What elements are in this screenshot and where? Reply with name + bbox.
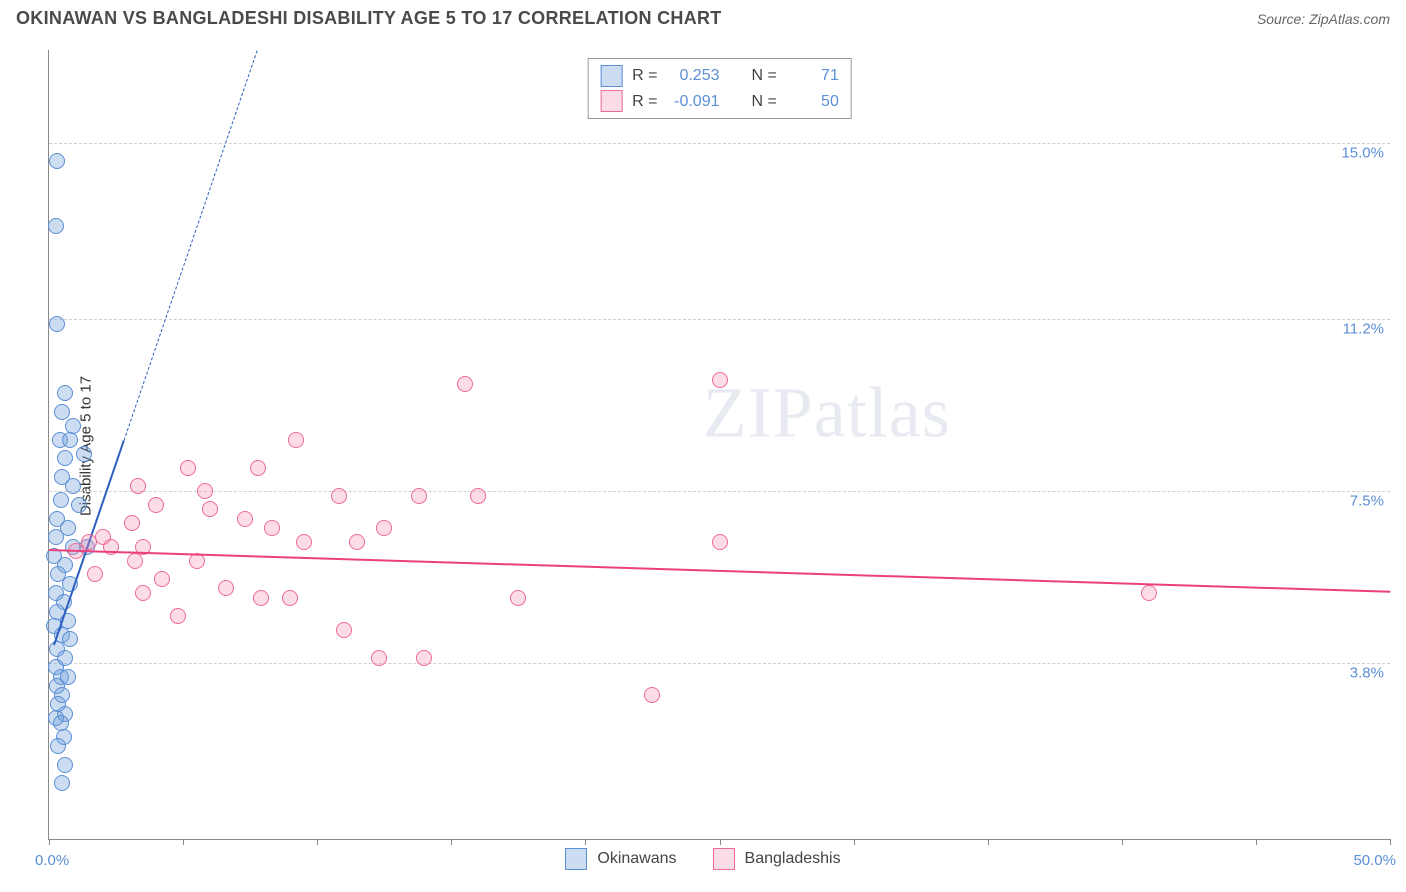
scatter-point-okinawans <box>62 631 78 647</box>
scatter-point-okinawans <box>48 529 64 545</box>
gridline <box>49 143 1390 144</box>
scatter-point-bangladeshis <box>376 520 392 536</box>
scatter-point-bangladeshis <box>336 622 352 638</box>
scatter-point-okinawans <box>54 775 70 791</box>
x-tick <box>720 839 721 845</box>
x-tick <box>1122 839 1123 845</box>
legend-swatch-okinawans <box>565 848 587 870</box>
chart-title: OKINAWAN VS BANGLADESHI DISABILITY AGE 5… <box>16 8 722 29</box>
legend-label: Okinawans <box>597 850 676 868</box>
scatter-point-okinawans <box>71 497 87 513</box>
scatter-point-bangladeshis <box>124 515 140 531</box>
x-tick <box>854 839 855 845</box>
stats-row-okinawans: R =0.253N =71 <box>600 63 839 89</box>
trend-line-bangladeshis <box>49 549 1390 593</box>
gridline <box>49 491 1390 492</box>
x-tick <box>988 839 989 845</box>
scatter-point-bangladeshis <box>288 432 304 448</box>
trend-extension-okinawans <box>124 50 258 440</box>
scatter-point-bangladeshis <box>87 566 103 582</box>
scatter-point-bangladeshis <box>296 534 312 550</box>
scatter-point-okinawans <box>57 450 73 466</box>
gridline <box>49 319 1390 320</box>
scatter-point-bangladeshis <box>180 460 196 476</box>
scatter-point-bangladeshis <box>197 483 213 499</box>
x-tick <box>317 839 318 845</box>
legend-swatch-bangladeshis <box>600 90 622 112</box>
scatter-point-okinawans <box>54 404 70 420</box>
y-tick-label: 15.0% <box>1341 144 1384 161</box>
scatter-point-bangladeshis <box>712 372 728 388</box>
x-tick <box>1390 839 1391 845</box>
scatter-point-okinawans <box>49 316 65 332</box>
scatter-point-okinawans <box>49 153 65 169</box>
scatter-point-bangladeshis <box>218 580 234 596</box>
y-tick-label: 11.2% <box>1343 321 1384 338</box>
scatter-point-bangladeshis <box>148 497 164 513</box>
scatter-point-bangladeshis <box>331 488 347 504</box>
scatter-point-bangladeshis <box>371 650 387 666</box>
legend-swatch-okinawans <box>600 65 622 87</box>
stats-row-bangladeshis: R =-0.091N =50 <box>600 89 839 115</box>
legend-item-okinawans: Okinawans <box>565 848 676 870</box>
scatter-point-bangladeshis <box>130 478 146 494</box>
series-legend: Okinawans Bangladeshis <box>0 848 1406 870</box>
scatter-point-bangladeshis <box>349 534 365 550</box>
chart-plot-area: ZIPatlas R =0.253N =71R =-0.091N =50 3.8… <box>48 50 1390 840</box>
scatter-point-bangladeshis <box>282 590 298 606</box>
scatter-point-bangladeshis <box>237 511 253 527</box>
scatter-point-bangladeshis <box>170 608 186 624</box>
scatter-point-okinawans <box>65 478 81 494</box>
scatter-point-bangladeshis <box>1141 585 1157 601</box>
scatter-point-okinawans <box>76 446 92 462</box>
x-tick <box>585 839 586 845</box>
scatter-point-okinawans <box>62 432 78 448</box>
scatter-point-bangladeshis <box>202 501 218 517</box>
y-tick-label: 3.8% <box>1350 664 1384 681</box>
legend-label: Bangladeshis <box>745 850 841 868</box>
scatter-point-bangladeshis <box>154 571 170 587</box>
x-tick <box>1256 839 1257 845</box>
scatter-point-bangladeshis <box>253 590 269 606</box>
scatter-point-bangladeshis <box>644 687 660 703</box>
scatter-point-okinawans <box>57 385 73 401</box>
watermark: ZIPatlas <box>703 371 951 454</box>
scatter-point-okinawans <box>50 738 66 754</box>
scatter-point-bangladeshis <box>470 488 486 504</box>
x-tick <box>49 839 50 845</box>
scatter-point-bangladeshis <box>411 488 427 504</box>
scatter-point-bangladeshis <box>127 553 143 569</box>
scatter-point-bangladeshis <box>81 534 97 550</box>
scatter-point-okinawans <box>53 492 69 508</box>
scatter-point-bangladeshis <box>135 585 151 601</box>
x-tick <box>183 839 184 845</box>
x-tick <box>451 839 452 845</box>
scatter-point-okinawans <box>57 757 73 773</box>
scatter-point-bangladeshis <box>457 376 473 392</box>
scatter-point-okinawans <box>48 218 64 234</box>
gridline <box>49 663 1390 664</box>
legend-item-bangladeshis: Bangladeshis <box>713 848 841 870</box>
scatter-point-bangladeshis <box>712 534 728 550</box>
scatter-point-bangladeshis <box>510 590 526 606</box>
scatter-point-bangladeshis <box>250 460 266 476</box>
correlation-stats-box: R =0.253N =71R =-0.091N =50 <box>587 58 852 119</box>
source-attribution: Source: ZipAtlas.com <box>1257 11 1390 27</box>
legend-swatch-bangladeshis <box>713 848 735 870</box>
scatter-point-bangladeshis <box>264 520 280 536</box>
scatter-point-bangladeshis <box>416 650 432 666</box>
y-tick-label: 7.5% <box>1350 492 1384 509</box>
